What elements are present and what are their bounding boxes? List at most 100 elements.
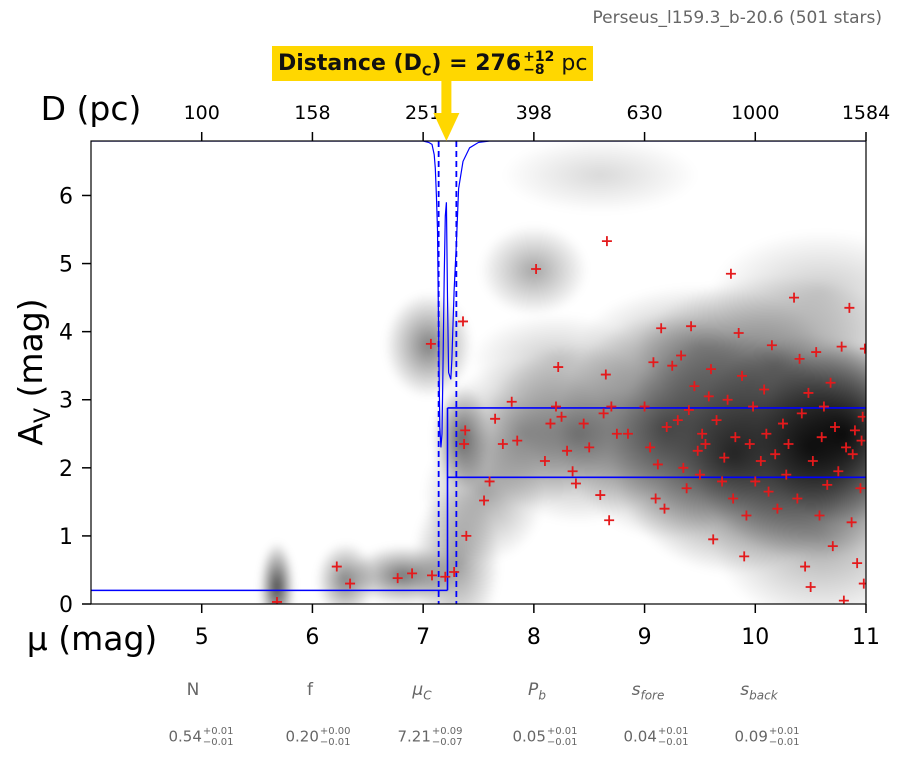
param-value: 7.21 +0.09 −0.07 xyxy=(375,726,485,748)
star-point xyxy=(672,415,683,426)
star-point xyxy=(730,432,741,443)
top-axis-label: D (pc) xyxy=(41,89,142,128)
param-minus: −0.01 xyxy=(768,737,800,748)
param-value: 0.05 +0.01 −0.01 xyxy=(490,726,600,748)
param-plus: +0.01 xyxy=(546,726,578,737)
density-blob xyxy=(712,230,866,351)
param-value: 0.20 +0.00 −0.01 xyxy=(263,726,373,748)
star-point xyxy=(814,510,825,521)
param-name: sback xyxy=(704,680,814,702)
star-point xyxy=(392,573,403,584)
param-name: Pb xyxy=(482,680,592,702)
y-axis-label-main: A xyxy=(11,423,50,446)
star-point xyxy=(460,425,471,436)
star-point xyxy=(659,503,670,514)
star-point xyxy=(763,486,774,497)
star-point xyxy=(858,578,866,589)
star-point xyxy=(818,401,829,412)
param-uncertainty: +0.09 −0.07 xyxy=(432,726,463,748)
star-point xyxy=(650,493,661,504)
star-point xyxy=(789,292,800,303)
y-axis-label-sub: V xyxy=(31,408,56,423)
star-point xyxy=(551,401,561,412)
star-point xyxy=(833,466,844,477)
star-point xyxy=(794,353,805,364)
star-point xyxy=(694,469,705,480)
y-tick-label: 2 xyxy=(59,457,73,482)
density-blob xyxy=(259,542,295,604)
x-tick-label: 9 xyxy=(638,625,652,650)
distance-arrow-head xyxy=(433,113,460,141)
banner-label-sub: C xyxy=(421,64,432,80)
param-symbol: f xyxy=(307,680,313,700)
star-point xyxy=(611,428,622,439)
star-point xyxy=(407,568,418,579)
density-blob xyxy=(502,141,698,213)
star-point xyxy=(449,566,460,577)
star-point xyxy=(562,445,573,456)
star-point xyxy=(570,478,581,489)
star-point xyxy=(827,541,838,552)
star-point xyxy=(750,476,761,487)
star-point xyxy=(440,571,451,582)
top-tick-label: 630 xyxy=(626,102,662,124)
star-point xyxy=(733,328,744,339)
x-tick-label: 8 xyxy=(527,625,541,650)
star-point xyxy=(661,421,672,432)
param-value: 0.54 +0.01 −0.01 xyxy=(146,726,256,748)
top-tick-label: 251 xyxy=(405,102,441,124)
x-tick-label: 7 xyxy=(416,625,430,650)
star-point xyxy=(681,483,692,494)
chart-subtitle: Perseus_l159.3_b-20.6 (501 stars) xyxy=(592,8,882,28)
star-point xyxy=(490,413,501,424)
star-point xyxy=(816,432,827,443)
star-point xyxy=(595,490,606,501)
star-point xyxy=(639,401,650,412)
param-symbol: μ xyxy=(412,680,424,700)
star-point xyxy=(857,411,866,422)
star-point xyxy=(692,445,703,456)
star-point xyxy=(836,341,847,352)
star-point xyxy=(783,438,794,449)
star-point xyxy=(539,456,550,467)
y-tick-label: 5 xyxy=(59,253,73,278)
banner-label: Distance (D xyxy=(278,51,422,76)
star-point xyxy=(645,442,656,453)
density-blob xyxy=(470,313,642,404)
param-plus: +0.00 xyxy=(319,726,351,737)
y-tick-label: 1 xyxy=(59,525,73,550)
model-lines xyxy=(91,141,866,604)
star-point xyxy=(506,396,517,407)
param-name: f xyxy=(255,680,365,700)
star-point xyxy=(606,401,617,412)
banner-unit: pc xyxy=(561,51,588,76)
x-tick-label: 5 xyxy=(195,625,209,650)
x-tick-label: 11 xyxy=(852,625,880,650)
x-tick-label: 6 xyxy=(305,625,319,650)
param-name: N xyxy=(138,680,248,700)
param-symbol: s xyxy=(631,680,641,700)
param-minus: −0.01 xyxy=(657,737,689,748)
star-point xyxy=(719,452,730,463)
star-point xyxy=(683,404,694,415)
star-point xyxy=(427,570,437,581)
banner-minus: −8 xyxy=(523,62,545,78)
param-symbol-sub: back xyxy=(749,688,778,703)
star-point xyxy=(622,428,633,439)
star-point xyxy=(598,408,609,419)
star-point xyxy=(345,578,356,589)
star-point xyxy=(601,236,612,247)
star-point xyxy=(777,418,788,429)
density-blob xyxy=(480,225,588,316)
star-point xyxy=(479,495,490,506)
param-uncertainty: +0.01 −0.01 xyxy=(769,726,800,748)
distance-pdf-curve xyxy=(91,141,866,448)
star-point xyxy=(512,435,523,446)
param-value-number: 0.54 xyxy=(168,727,202,746)
param-plus: +0.09 xyxy=(431,726,463,737)
star-point xyxy=(331,561,342,572)
star-point xyxy=(759,384,770,395)
x-tick-label: 10 xyxy=(741,625,769,650)
banner-uncertainty: +12 −8 xyxy=(523,50,554,78)
